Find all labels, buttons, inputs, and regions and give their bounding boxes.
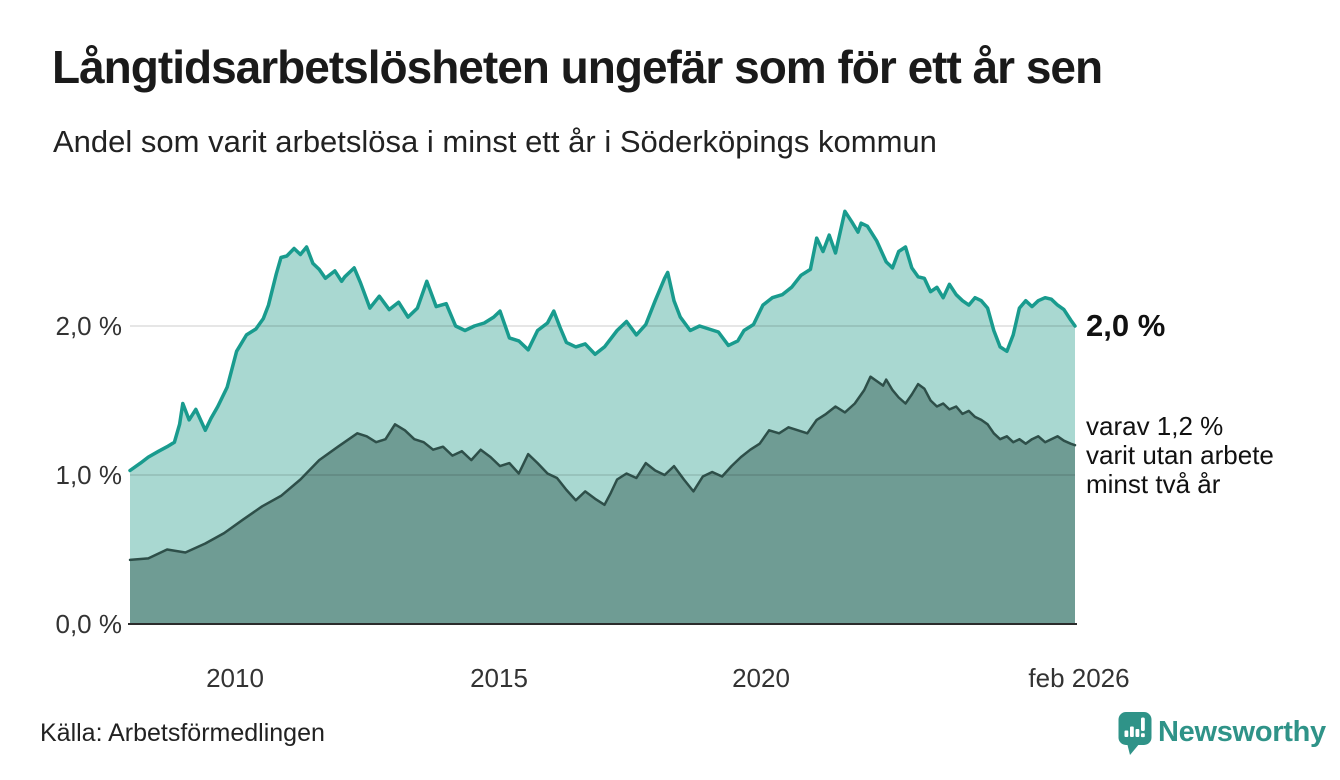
newsworthy-logo: Newsworthy [1117, 710, 1326, 756]
x-tick-label-feb-2026: feb 2026 [1028, 663, 1130, 693]
newsworthy-wordmark: Newsworthy [1158, 716, 1326, 748]
chart-subtitle: Andel som varit arbetslösa i minst ett å… [53, 124, 937, 159]
x-tick-label-2015: 2015 [470, 663, 528, 693]
x-tick-label-2010: 2010 [206, 663, 264, 693]
two-year-label-line-1: varav 1,2 % [1086, 411, 1224, 441]
series-end-label-total: 2,0 % [1086, 308, 1166, 343]
y-tick-label-0: 0,0 % [55, 609, 123, 639]
y-tick-label-2: 2,0 % [55, 311, 123, 341]
series-line-two-year [128, 375, 1077, 562]
source-attribution: Källa: Arbetsförmedlingen [40, 719, 325, 747]
series-area-two-year [130, 376, 1075, 624]
y-tick-label-1: 1,0 % [55, 460, 123, 490]
series-line-total [128, 209, 1077, 473]
two-year-label-line-3: minst två år [1086, 469, 1221, 499]
two-year-label-line-2: varit utan arbete [1086, 440, 1274, 470]
series-end-label-two-year: varav 1,2 % varit utan arbete minst två … [1086, 412, 1326, 499]
page-title: Långtidsarbetslösheten ungefär som för e… [52, 41, 1103, 93]
bar-chart-speech-bubble-icon [1118, 712, 1152, 755]
x-tick-label-2020: 2020 [732, 663, 790, 693]
